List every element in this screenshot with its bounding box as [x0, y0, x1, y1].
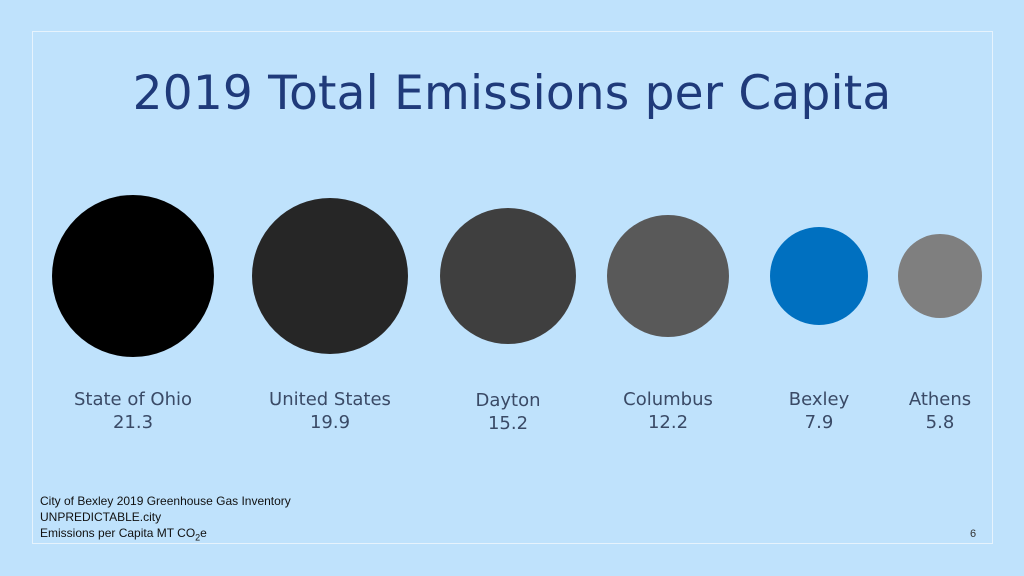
- bubble-label: Athens 5.8: [860, 388, 1020, 434]
- bubble-state-of-ohio: [52, 195, 214, 357]
- value-label: 19.9: [309, 412, 351, 433]
- category-label: Dayton: [475, 390, 541, 411]
- bubble-bexley: [769, 226, 869, 326]
- footer-units-co: CO: [177, 526, 196, 540]
- page-number: 6: [970, 528, 977, 540]
- slide-frame: [32, 31, 993, 544]
- bubble-label: State of Ohio 21.3: [53, 388, 213, 434]
- bubble-columbus: [606, 214, 730, 338]
- category-label: Athens: [908, 389, 972, 410]
- category-label: State of Ohio: [73, 389, 193, 410]
- bubble-athens: [897, 233, 983, 319]
- category-label: Columbus: [623, 389, 713, 410]
- category-label: United States: [269, 389, 391, 410]
- bubble-label: United States 19.9: [250, 388, 410, 434]
- footer-line-inventory: City of Bexley 2019 Greenhouse Gas Inven…: [40, 494, 291, 508]
- footer-units-prefix: Emissions per Capita MT: [40, 526, 178, 540]
- footer-units-sub: 2: [195, 532, 201, 543]
- bubble-united-states: [251, 197, 409, 355]
- page-title: 2019 Total Emissions per Capita: [132, 66, 892, 121]
- value-label: 12.2: [647, 412, 689, 433]
- bubble-dayton: [439, 207, 577, 345]
- value-label: 5.8: [925, 412, 955, 433]
- footer-line-units: Emissions per Capita MT CO2e: [40, 525, 291, 545]
- footer-line-source: UNPREDICTABLE.city: [40, 510, 162, 524]
- footer-notes: City of Bexley 2019 Greenhouse Gas Inven…: [40, 493, 291, 545]
- bubble-label: Bexley 7.9: [739, 388, 899, 434]
- bubble-label: Columbus 12.2: [588, 388, 748, 434]
- value-label: 15.2: [487, 413, 529, 434]
- value-label: 21.3: [112, 412, 154, 433]
- category-label: Bexley: [788, 389, 850, 410]
- bubble-label: Dayton 15.2: [428, 389, 588, 435]
- value-label: 7.9: [804, 412, 834, 433]
- footer-units-suffix: e: [200, 526, 207, 540]
